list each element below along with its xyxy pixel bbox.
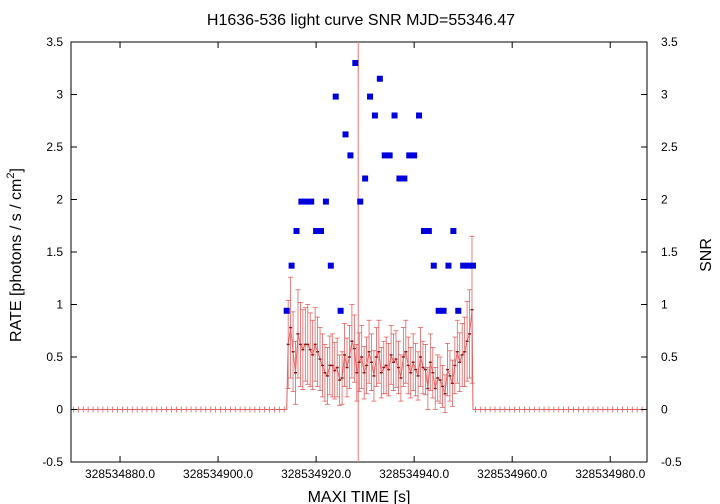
y2-tick-label: 2.5 [661, 140, 678, 154]
snr-point [318, 228, 325, 234]
snr-point [367, 93, 374, 100]
y-axis-label-superscript: 2 [5, 173, 17, 179]
y-tick-label: 0.5 [46, 350, 63, 364]
rate-series [285, 235, 475, 414]
x-tick-label: 328534940.0 [379, 467, 449, 481]
y-tick-label: 0 [56, 403, 63, 417]
chart-title: H1636-536 light curve SNR MJD=55346.47 [207, 12, 515, 29]
snr-point [371, 112, 378, 119]
snr-point [357, 198, 364, 205]
snr-point [406, 152, 413, 159]
y2-tick-label: 2 [661, 193, 668, 207]
y2-axis-label: SNR [698, 238, 715, 272]
y-tick-label: -0.5 [42, 455, 63, 469]
snr-point [293, 228, 300, 234]
y2-tick-label: 3.5 [661, 35, 678, 49]
y-tick-label: 1.5 [46, 245, 63, 259]
snr-point [386, 152, 393, 159]
snr-point [396, 175, 403, 182]
snr-point [435, 307, 442, 314]
y-tick-label: 1 [56, 298, 63, 312]
y-axis-label: RATE [photons / s / cm2] [5, 168, 25, 342]
y-axis-ticks: -0.5 0 0.5 1 1.5 2 2.5 3 3.5 [42, 35, 77, 469]
snr-point [342, 131, 349, 138]
snr-point [411, 152, 418, 159]
x-tick-label: 328534880.0 [85, 467, 155, 481]
snr-point [352, 60, 359, 66]
snr-point [313, 228, 320, 234]
x-axis-label: MAXI TIME [s] [308, 489, 411, 504]
y2-tick-label: 1 [661, 298, 668, 312]
snr-point [298, 198, 305, 205]
y2-tick-label: 3 [661, 88, 668, 102]
snr-point [332, 93, 339, 100]
snr-point [460, 262, 467, 269]
y2-tick-label: -0.5 [661, 455, 682, 469]
snr-point [391, 112, 398, 119]
snr-point [416, 112, 423, 119]
snr-point [308, 198, 315, 205]
y2-tick-label: 0 [661, 403, 668, 417]
snr-point [288, 262, 295, 269]
y-tick-label: 3 [56, 88, 63, 102]
y-axis-label-main: RATE [photons / s / cm [8, 179, 25, 342]
x-tick-label: 328534980.0 [575, 467, 645, 481]
snr-point [283, 307, 290, 314]
snr-point [303, 198, 310, 205]
snr-point [401, 175, 408, 182]
plot-area [70, 41, 648, 463]
x-tick-label: 328534900.0 [183, 467, 253, 481]
snr-point [327, 262, 334, 269]
x-tick-label: 328534960.0 [477, 467, 547, 481]
snr-point [362, 175, 369, 182]
y-axis-label-end: ] [8, 168, 25, 172]
y-tick-label: 2 [56, 193, 63, 207]
snr-point [450, 228, 457, 234]
snr-point [322, 198, 329, 205]
snr-point [469, 262, 476, 269]
y2-tick-label: 0.5 [661, 350, 678, 364]
snr-point [445, 262, 452, 269]
y2-tick-label: 1.5 [661, 245, 678, 259]
snr-point [420, 228, 427, 234]
y-tick-label: 2.5 [46, 140, 63, 154]
snr-point [455, 307, 462, 314]
y-tick-label: 3.5 [46, 35, 63, 49]
snr-series [283, 60, 476, 314]
snr-point [381, 152, 388, 159]
rate-line [287, 309, 473, 394]
snr-point [430, 262, 437, 269]
x-axis-ticks: 328534880.0 328534900.0 328534920.0 3285349… [85, 42, 646, 481]
snr-point [465, 262, 472, 269]
snr-point [376, 75, 383, 82]
x-tick-label: 328534920.0 [281, 467, 351, 481]
snr-point [440, 307, 447, 314]
y2-axis-ticks: -0.5 0 0.5 1 1.5 2 2.5 3 3.5 [641, 35, 682, 469]
snr-point [337, 307, 344, 314]
snr-point [425, 228, 432, 234]
snr-point [347, 152, 354, 159]
